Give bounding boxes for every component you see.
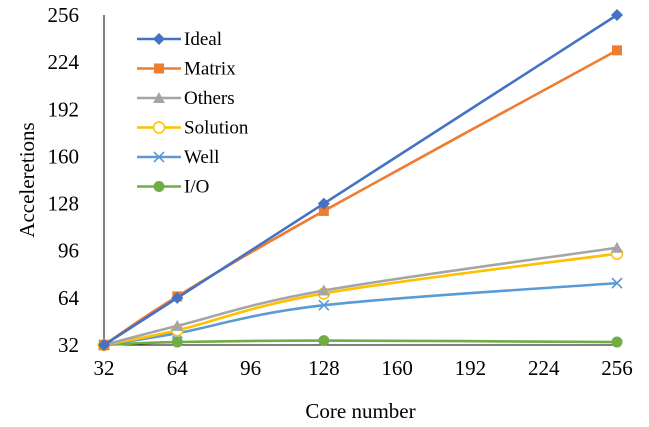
legend-item-others: Others (137, 88, 235, 109)
legend-item-matrix: Matrix (137, 59, 236, 80)
y-axis-title: Acceleretions (15, 122, 39, 237)
legend-label-solution: Solution (184, 118, 249, 139)
series-matrix (99, 45, 622, 350)
x-tick-label: 192 (455, 356, 487, 380)
legend-item-ideal: Ideal (137, 29, 222, 50)
y-tick-label: 128 (48, 192, 80, 216)
data-point-matrix (612, 45, 622, 56)
legend-item-solution: Solution (137, 118, 249, 139)
series-group (97, 9, 624, 352)
series-line-matrix (103, 49, 618, 347)
legend-label-ideal: Ideal (184, 29, 222, 50)
legend-marker-solution (152, 121, 166, 134)
data-point-i-o (611, 336, 623, 348)
x-tick-label: 256 (601, 356, 633, 380)
series-line-others (103, 246, 618, 347)
x-tick-label: 64 (167, 356, 189, 380)
series-line-solution (103, 252, 618, 347)
data-point-others (171, 319, 184, 331)
legend-marker-matrix (154, 63, 164, 74)
x-tick-label: 128 (308, 356, 340, 380)
y-tick-label: 256 (48, 3, 80, 27)
y-tick-label: 96 (58, 239, 79, 263)
y-tick-label: 224 (48, 50, 80, 74)
data-point-others (317, 284, 330, 296)
y-tick-label: 192 (48, 97, 80, 121)
series-i-o (98, 335, 623, 351)
series-line-well (103, 281, 618, 347)
y-tick-label: 32 (58, 333, 79, 357)
series-well (98, 277, 623, 351)
legend-marker-others (153, 92, 165, 103)
y-tick-labels: 32 64 96 128 160 192 224 256 (48, 3, 80, 357)
legend: Ideal Matrix Others Solution Well I/O (137, 29, 249, 198)
x-tick-label: 32 (94, 356, 115, 380)
x-tick-label: 224 (528, 356, 560, 380)
data-point-ideal (98, 339, 110, 351)
data-point-ideal (611, 9, 623, 21)
data-point-i-o (318, 335, 330, 347)
series-line-ideal (103, 13, 618, 347)
data-point-i-o (171, 336, 183, 348)
legend-marker-ideal (153, 33, 165, 45)
legend-item-well: Well (137, 147, 219, 168)
legend-label-i-o: I/O (184, 177, 209, 198)
data-point-ideal (317, 197, 330, 210)
data-point-ideal (171, 291, 184, 304)
x-tick-label: 160 (381, 356, 413, 380)
data-point-matrix (318, 205, 329, 216)
legend-item-i-o: I/O (137, 177, 209, 198)
series-ideal (98, 9, 623, 351)
data-point-others (611, 241, 623, 253)
legend-label-others: Others (184, 88, 235, 109)
legend-marker-i-o (153, 181, 165, 192)
x-tick-labels: 32 64 96 128 160 192 224 256 (94, 356, 633, 380)
y-tick-label: 64 (58, 286, 80, 310)
data-point-well (611, 277, 623, 289)
series-line-i-o (103, 339, 618, 347)
x-tick-label: 96 (240, 356, 261, 380)
data-point-well (318, 299, 330, 311)
legend-marker-well (153, 151, 165, 163)
legend-label-matrix: Matrix (184, 59, 236, 80)
axes (103, 15, 617, 346)
x-axis-title: Core number (305, 399, 415, 423)
y-tick-label: 160 (48, 144, 80, 168)
legend-label-well: Well (184, 147, 219, 168)
